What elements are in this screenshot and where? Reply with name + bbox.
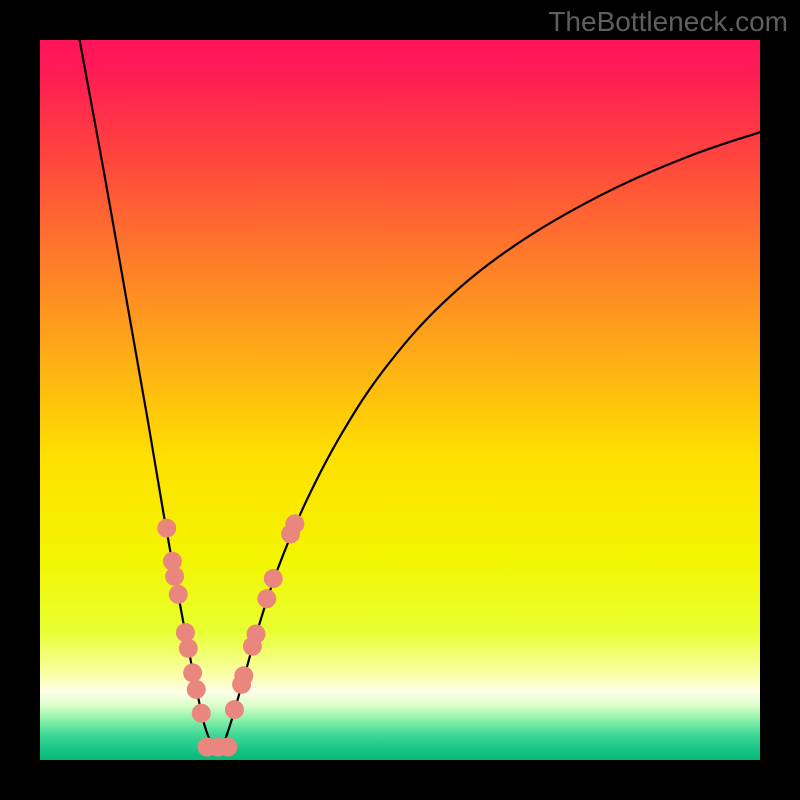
- data-marker: [157, 519, 176, 538]
- data-marker: [225, 700, 244, 719]
- data-marker: [169, 585, 188, 604]
- watermark-text: TheBottleneck.com: [548, 6, 788, 38]
- data-marker: [179, 639, 198, 658]
- plot-area: [40, 40, 760, 760]
- data-marker: [218, 738, 237, 757]
- data-marker: [183, 663, 202, 682]
- data-marker: [165, 567, 184, 586]
- data-marker: [187, 680, 206, 699]
- bottleneck-chart: [0, 0, 800, 800]
- data-marker: [257, 589, 276, 608]
- data-marker: [285, 514, 304, 533]
- data-marker: [264, 569, 283, 588]
- data-marker: [247, 625, 266, 644]
- data-marker: [234, 666, 253, 685]
- chart-container: TheBottleneck.com: [0, 0, 800, 800]
- data-marker: [192, 704, 211, 723]
- data-marker: [176, 623, 195, 642]
